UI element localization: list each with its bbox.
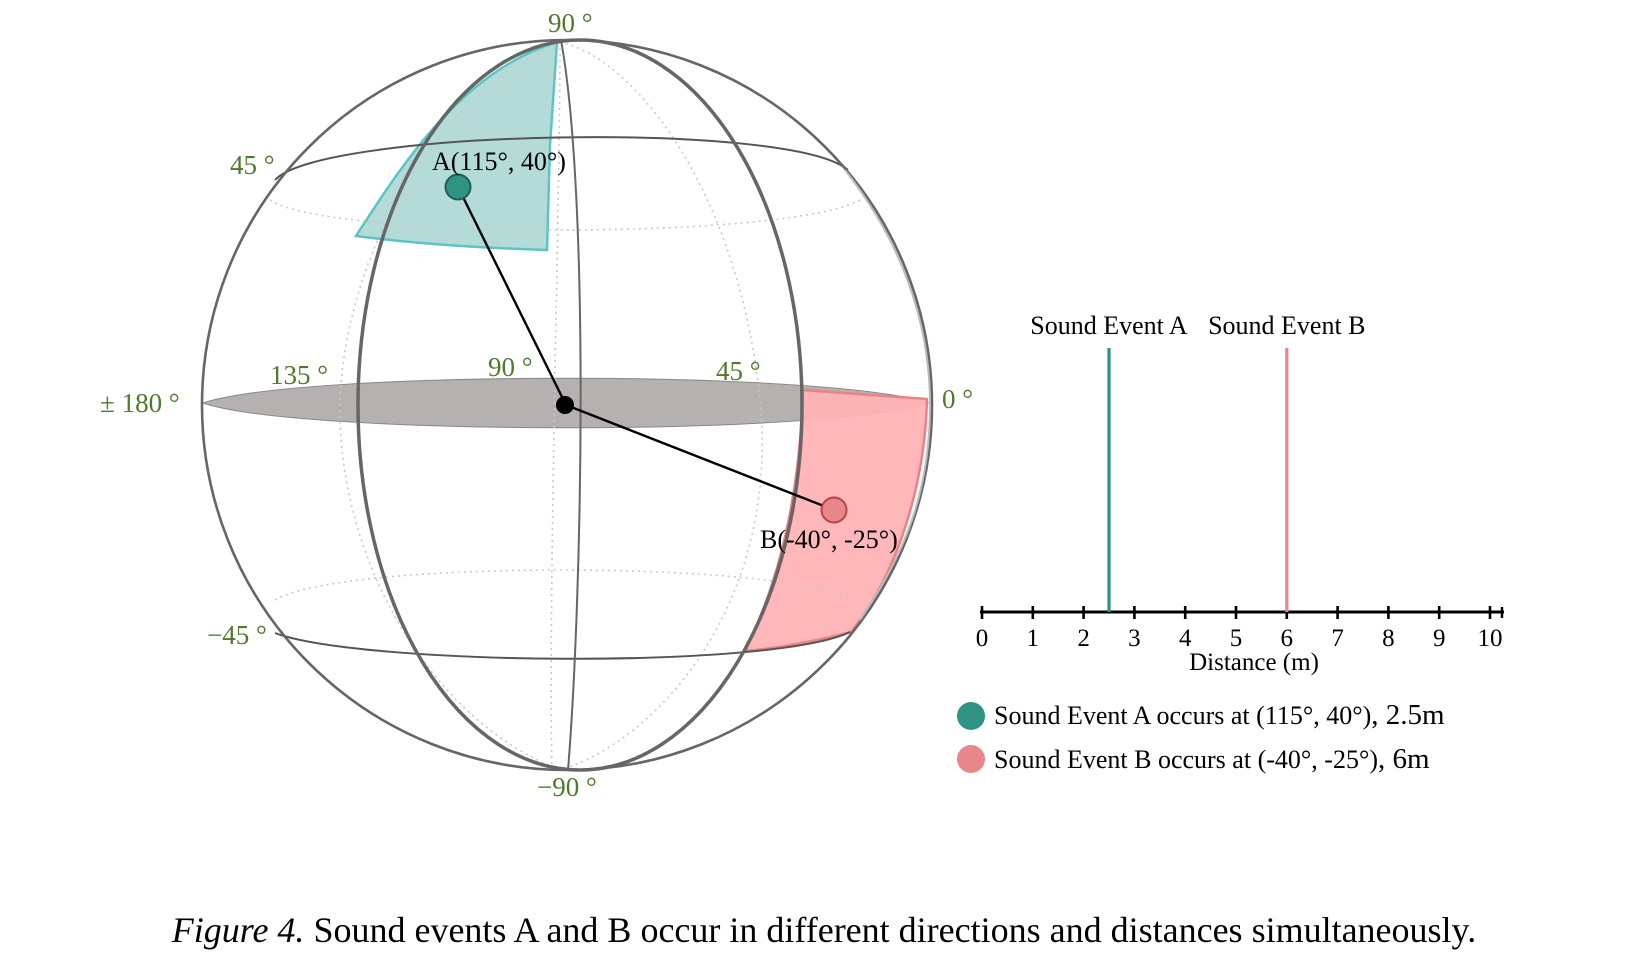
lat-label-45: 45 ° [230, 150, 275, 180]
lat-label-minus-90: −90 ° [537, 772, 597, 802]
axis-tick-label: 1 [1027, 625, 1040, 652]
axis-tick-label: 10 [1478, 625, 1503, 652]
event-b-point [820, 496, 848, 524]
lon-label-135: 135 ° [270, 360, 328, 390]
sphere-back-guides [269, 41, 861, 771]
event-a-point [444, 173, 472, 201]
legend-text-b-prefix: Sound Event B occurs at (-40°, -25°) [994, 745, 1378, 774]
sphere: A(115°, 40°) B(-40°, -25°) 90 ° 45 ° −45… [100, 8, 973, 802]
lon-label-45: 45 ° [716, 356, 761, 386]
distance-series-label: Sound Event B [1208, 311, 1365, 340]
axis-tick-label: 6 [1281, 625, 1294, 652]
vector-a [456, 186, 568, 406]
axis-tick-label: 5 [1230, 625, 1243, 652]
vector-b [565, 403, 835, 512]
lon-label-90: 90 ° [488, 352, 533, 382]
axis-tick-label: 3 [1128, 625, 1141, 652]
origin-point [556, 396, 574, 414]
legend-text-b: Sound Event B occurs at (-40°, -25°), 6m [994, 743, 1430, 775]
event-a-region [353, 40, 559, 252]
lat-label-90: 90 ° [548, 8, 593, 38]
axis-tick-label: 2 [1077, 625, 1090, 652]
distance-axis-label: Distance (m) [1189, 649, 1319, 676]
legend-text-b-suffix: , 6m [1378, 743, 1430, 775]
figure-caption: Figure 4. Sound events A and B occur in … [0, 908, 1648, 952]
axis-tick-label: 4 [1179, 625, 1192, 652]
legend-marker-b [957, 745, 985, 773]
caption-text: Sound events A and B occur in different … [304, 910, 1477, 950]
event-b-label: B(-40°, -25°) [760, 525, 898, 554]
prime-meridian [560, 39, 582, 771]
legend-text-a-suffix: , 2.5m [1371, 699, 1445, 731]
distance-series-label: Sound Event A [1030, 311, 1188, 340]
legend-text-a-prefix: Sound Event A occurs at (115°, 40°) [994, 701, 1371, 730]
lon-label-180: ± 180 ° [100, 388, 180, 418]
latitude-lines [274, 136, 851, 660]
axis-tick-label: 7 [1331, 625, 1344, 652]
axis-tick-label: 8 [1382, 625, 1395, 652]
distance-chart: 0 1 2 3 4 5 6 7 8 9 10 Sound Event A Sound Event B … [976, 311, 1504, 676]
legend-text-a: Sound Event A occurs at (115°, 40°), 2.5… [994, 699, 1445, 731]
distance-event-lines: Sound Event A Sound Event B [1030, 311, 1366, 612]
caption-label: Figure 4. [171, 910, 305, 950]
axis-tick-label: 9 [1433, 625, 1446, 652]
legend-marker-a [957, 702, 985, 730]
event-a-label: A(115°, 40°) [432, 147, 566, 176]
legend-item: Sound Event A occurs at (115°, 40°), 2.5… [957, 699, 1445, 731]
lat-label-minus-45: −45 ° [207, 620, 267, 650]
sphere-outline [200, 38, 934, 772]
legend-item: Sound Event B occurs at (-40°, -25°), 6m [957, 743, 1430, 775]
axis-tick-label: 0 [976, 625, 989, 652]
sphere-rim-highlight [844, 169, 932, 621]
distance-axis-ticks: 0 1 2 3 4 5 6 7 8 9 10 [976, 606, 1504, 652]
lon-label-0: 0 ° [942, 384, 973, 414]
legend: Sound Event A occurs at (115°, 40°), 2.5… [957, 699, 1445, 775]
